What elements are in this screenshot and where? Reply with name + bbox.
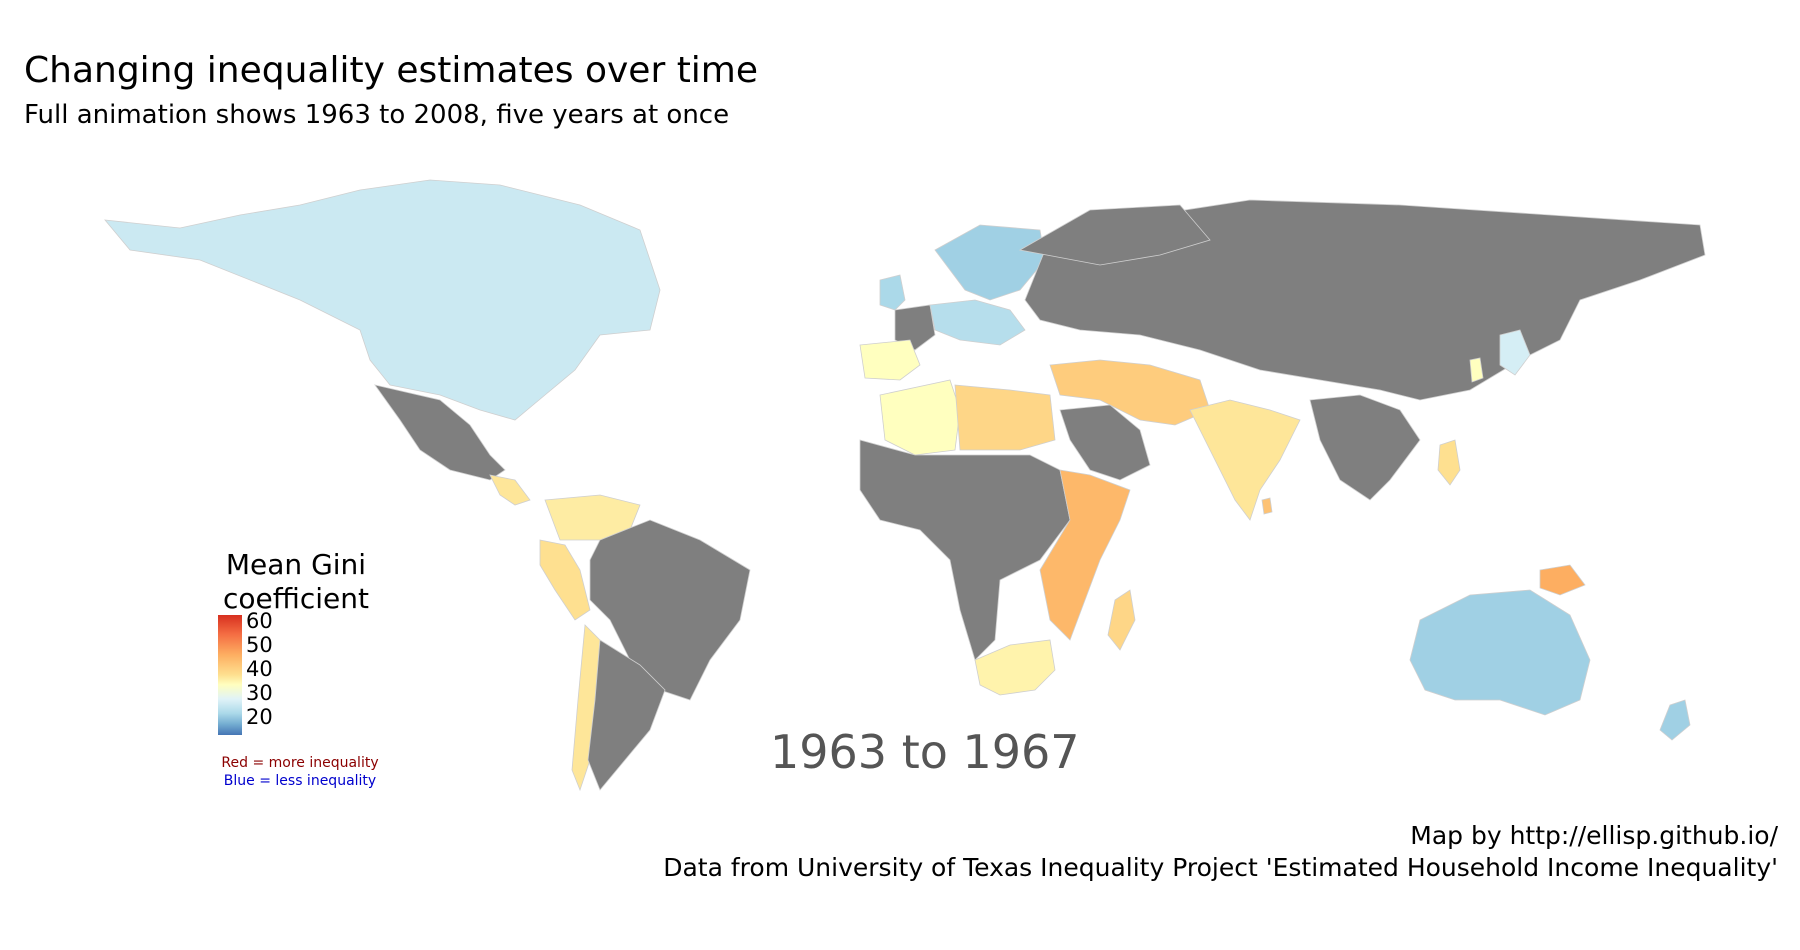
region-brazil: [589, 519, 751, 701]
legend-note-red: Red = more inequality: [221, 755, 379, 771]
legend-tick: 30: [246, 681, 273, 705]
legend-tick: 20: [246, 705, 273, 729]
legend-title: Mean Gini coefficient: [216, 548, 376, 616]
region-sri-lanka: [1261, 497, 1273, 515]
region-india: [1189, 399, 1301, 521]
region-libya-egypt: [954, 384, 1056, 451]
caption: Map by http://ellisp.github.io/ Data fro…: [663, 820, 1778, 884]
region-central-europe: [929, 299, 1026, 346]
legend-tick: 60: [246, 609, 273, 633]
region-arabia: [1059, 404, 1151, 481]
region-philippines: [1437, 439, 1461, 486]
chart-subtitle: Full animation shows 1963 to 2008, five …: [24, 100, 730, 130]
region-north-america: [104, 179, 661, 421]
region-southern-africa: [974, 639, 1056, 696]
region-madagascar: [1107, 589, 1136, 651]
region-uk: [879, 274, 906, 311]
region-new-zealand: [1659, 699, 1691, 741]
region-australia: [1409, 589, 1591, 716]
region-japan: [1499, 329, 1531, 376]
legend-note-blue: Blue = less inequality: [223, 773, 377, 789]
legend-tick: 50: [246, 633, 273, 657]
caption-credit: Map by http://ellisp.github.io/: [1410, 821, 1778, 850]
period-label: 1963 to 1967: [770, 725, 1080, 779]
region-middle-east-iran: [1049, 359, 1211, 426]
region-png: [1539, 564, 1586, 596]
caption-source: Data from University of Texas Inequality…: [663, 853, 1778, 882]
region-korea: [1469, 357, 1484, 383]
region-east-africa: [1039, 469, 1131, 641]
region-ecuador-peru: [539, 539, 591, 621]
region-mexico: [374, 384, 506, 481]
legend-title-line1: Mean Gini: [225, 548, 367, 581]
legend-tick: 40: [246, 657, 273, 681]
region-southeast-asia: [1309, 394, 1421, 501]
region-central-america: [489, 474, 531, 506]
region-greenland: [1018, 204, 1211, 266]
region-scandinavia: [934, 224, 1046, 301]
region-argentina: [587, 639, 666, 791]
region-russia-asia: [1024, 199, 1706, 401]
chart-title: Changing inequality estimates over time: [24, 50, 759, 91]
region-western-europe: [894, 304, 936, 351]
legend-color-bar: [218, 615, 242, 735]
region-west-central-africa: [859, 439, 1071, 661]
region-iberia: [859, 339, 921, 381]
region-north-africa: [879, 379, 961, 456]
legend-title-line2: coefficient: [223, 582, 369, 615]
